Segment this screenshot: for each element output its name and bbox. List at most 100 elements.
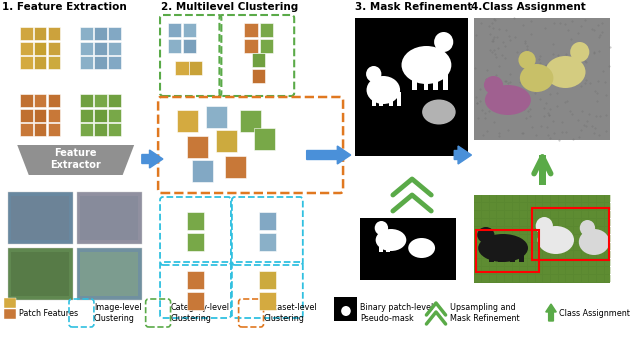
Bar	[254, 128, 275, 150]
Bar	[474, 219, 481, 226]
Ellipse shape	[536, 217, 553, 235]
Bar	[474, 227, 481, 234]
Bar	[582, 251, 588, 258]
Bar	[187, 270, 204, 288]
Bar	[497, 227, 504, 234]
Bar	[528, 211, 535, 218]
Bar	[559, 219, 565, 226]
Bar	[589, 275, 596, 282]
Bar	[239, 110, 260, 132]
Bar	[589, 259, 596, 266]
Bar	[513, 227, 520, 234]
Bar	[94, 108, 107, 121]
Bar	[48, 56, 60, 69]
Bar	[566, 203, 573, 210]
Bar	[574, 211, 580, 218]
Bar	[380, 240, 383, 252]
Bar	[597, 259, 604, 266]
Bar	[513, 251, 520, 258]
Bar	[589, 227, 596, 234]
Bar	[20, 108, 33, 121]
Bar	[559, 195, 565, 202]
Bar	[513, 203, 520, 210]
Bar	[520, 195, 527, 202]
Bar	[81, 42, 93, 55]
FancyArrow shape	[142, 150, 163, 168]
Bar	[551, 195, 557, 202]
Bar	[605, 203, 611, 210]
Text: Binary patch-level
Pseudo-mask: Binary patch-level Pseudo-mask	[360, 303, 433, 323]
Bar	[538, 155, 546, 185]
Bar	[536, 219, 542, 226]
Bar	[513, 243, 520, 250]
Ellipse shape	[538, 226, 574, 254]
Bar	[244, 23, 258, 37]
Bar	[482, 227, 489, 234]
Bar	[482, 259, 489, 266]
Bar	[566, 235, 573, 242]
Ellipse shape	[570, 42, 589, 62]
Bar	[187, 233, 204, 251]
FancyArrow shape	[307, 146, 351, 164]
Bar	[574, 267, 580, 274]
Text: 2. Multilevel Clustering: 2. Multilevel Clustering	[161, 2, 298, 12]
Bar	[183, 23, 196, 37]
Bar	[489, 250, 493, 262]
Bar	[499, 250, 503, 262]
Bar	[559, 267, 565, 274]
Bar	[187, 136, 208, 158]
Bar	[77, 248, 142, 300]
Bar	[8, 248, 73, 300]
Bar	[380, 92, 383, 106]
Bar	[597, 251, 604, 258]
Bar	[48, 42, 60, 55]
Bar	[528, 267, 535, 274]
Bar	[582, 195, 588, 202]
Bar	[605, 195, 611, 202]
Bar	[94, 94, 107, 107]
Bar	[597, 195, 604, 202]
Bar	[20, 123, 33, 136]
Bar	[81, 252, 138, 296]
Bar	[528, 203, 535, 210]
Ellipse shape	[374, 221, 388, 235]
Bar	[551, 219, 557, 226]
Bar	[574, 251, 580, 258]
Bar	[528, 259, 535, 266]
Bar	[605, 219, 611, 226]
Bar	[34, 56, 47, 69]
Bar	[355, 18, 468, 156]
Bar	[474, 259, 481, 266]
Bar	[597, 227, 604, 234]
Bar	[543, 251, 550, 258]
Bar	[482, 243, 489, 250]
Bar	[574, 275, 580, 282]
Bar	[605, 235, 611, 242]
Bar	[536, 195, 542, 202]
Bar	[476, 230, 538, 272]
Bar	[528, 243, 535, 250]
Bar	[187, 211, 204, 229]
Bar	[551, 251, 557, 258]
Bar	[605, 243, 611, 250]
Bar	[259, 270, 276, 288]
Bar	[505, 259, 512, 266]
Bar	[474, 275, 481, 282]
Bar	[81, 94, 93, 107]
Text: Dataset-level
Clustering: Dataset-level Clustering	[264, 303, 317, 323]
Bar	[252, 53, 266, 67]
Bar	[597, 203, 604, 210]
Bar	[574, 235, 580, 242]
Text: 1. Feature Extraction: 1. Feature Extraction	[2, 2, 127, 12]
Bar	[559, 275, 565, 282]
Bar	[108, 27, 121, 40]
Bar	[81, 123, 93, 136]
Bar	[389, 92, 393, 106]
Bar	[513, 235, 520, 242]
Bar	[574, 227, 580, 234]
Bar	[259, 211, 276, 229]
Bar	[528, 275, 535, 282]
Bar	[574, 203, 580, 210]
Bar	[566, 267, 573, 274]
Bar	[513, 195, 520, 202]
